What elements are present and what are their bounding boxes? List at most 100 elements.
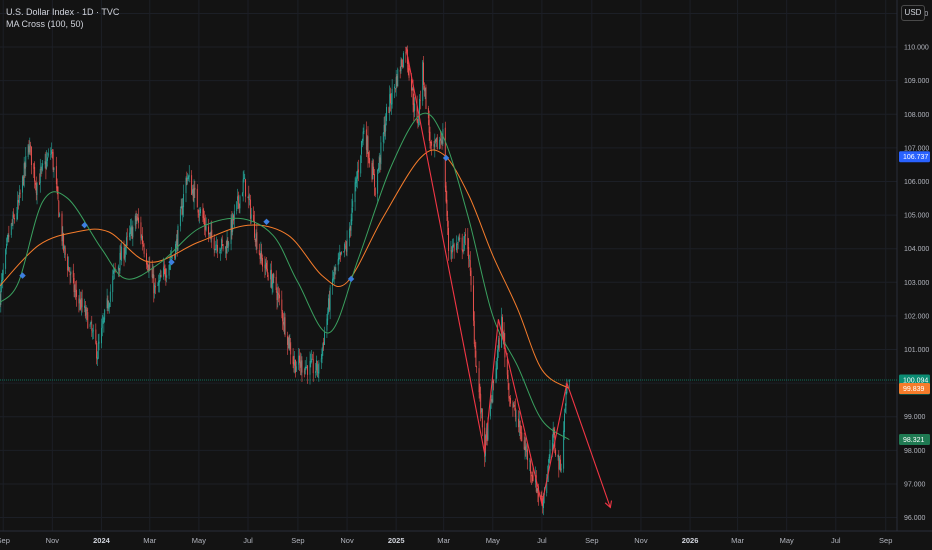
candle-body [414, 104, 416, 111]
candle-body [194, 187, 196, 190]
candle-body [52, 152, 54, 170]
candle-body [182, 205, 184, 215]
candle-body [357, 170, 358, 179]
time-axis[interactable]: Sep Nov 2024 Mar May Jul Sep Nov 2025 Mar May Jul Se… [0, 536, 892, 545]
candle-body [147, 268, 149, 271]
indicator-label[interactable]: MA Cross (100, 50) [6, 19, 84, 29]
candle-body [227, 240, 229, 245]
candle-body [423, 62, 424, 85]
ma-cross-marker [442, 154, 450, 162]
candle-body [197, 209, 199, 213]
candle-body [339, 253, 341, 257]
candle-body [463, 244, 465, 250]
candle-body [311, 358, 313, 363]
candle-body [215, 244, 217, 251]
candle-body [520, 432, 522, 434]
candle-body [27, 144, 29, 157]
candle-body [34, 182, 36, 185]
candle-body [366, 137, 368, 151]
candle-body [69, 273, 71, 276]
candle-body [412, 88, 414, 105]
candle-body [333, 269, 335, 277]
candle-body [385, 122, 387, 132]
candle-body [282, 321, 284, 325]
candle-body [117, 266, 119, 271]
candle-body [118, 268, 120, 269]
candle-body [377, 167, 379, 171]
candle-body [546, 477, 548, 494]
candle-body [515, 417, 517, 419]
symbol-title[interactable]: U.S. Dollar Index · 1D · TVC [6, 7, 120, 17]
candle-body [542, 503, 544, 507]
candle-body [419, 100, 421, 101]
currency-button[interactable]: USD [901, 5, 925, 21]
candle-body [278, 293, 280, 295]
candle-body [181, 206, 183, 215]
candle-body [192, 188, 194, 201]
candle-body [208, 232, 210, 235]
candle-body [55, 166, 57, 185]
candle-body [168, 264, 170, 276]
candle-body [210, 231, 212, 236]
candle-body [242, 179, 244, 193]
candle-body [97, 343, 99, 359]
candle-body [293, 362, 295, 366]
time-tick-label: 2025 [388, 536, 405, 545]
candle-body [540, 495, 542, 498]
candle-body [552, 427, 554, 442]
ma-cross-marker [347, 275, 355, 283]
candle-body [261, 252, 263, 259]
candle-body [568, 379, 570, 382]
candle-body [220, 249, 222, 252]
candle-body [158, 279, 160, 283]
candle-body [489, 401, 491, 417]
candle-body [146, 253, 147, 265]
candle-body [352, 200, 354, 207]
time-tick-label: May [192, 536, 206, 545]
candle-body [538, 493, 540, 497]
candle-body [34, 166, 36, 182]
price-tick-label: 103.000 [904, 280, 929, 287]
candle-body [287, 337, 289, 345]
candle-body [12, 215, 14, 226]
candle-body [114, 268, 116, 269]
candle-body [555, 449, 557, 456]
candle-body [283, 318, 285, 327]
candle-body [345, 246, 347, 251]
candle-body [135, 216, 137, 222]
candle-body [467, 237, 469, 249]
candle-body [300, 360, 302, 367]
candle-body [397, 69, 399, 87]
candle-body [183, 194, 185, 208]
candle-body [388, 107, 390, 113]
candle-body [202, 209, 204, 218]
trendline-drawing[interactable] [405, 46, 613, 509]
candle-body [91, 324, 93, 331]
candles[interactable] [0, 45, 570, 516]
candle-body [59, 214, 61, 216]
price-tick-label: 109.000 [904, 78, 929, 85]
candle-body [1, 280, 3, 286]
candle-body [102, 321, 104, 323]
candle-body [30, 145, 32, 147]
candle-body [63, 246, 65, 249]
candle-body [74, 291, 76, 292]
price-tick-label: 107.000 [904, 145, 929, 152]
candle-body [14, 217, 15, 220]
candle-body [131, 227, 133, 239]
candle-body [402, 65, 404, 67]
ma-cross-marker [81, 221, 88, 229]
grid-lines [0, 0, 897, 531]
candle-body [42, 163, 44, 166]
candle-body [175, 244, 176, 259]
candle-body [270, 270, 271, 280]
price-tick-label: 108.000 [904, 112, 929, 119]
candle-body [231, 217, 233, 233]
candle-body [260, 250, 262, 261]
candle-body [50, 153, 52, 155]
candle-body [213, 237, 215, 250]
candle-body [394, 88, 396, 90]
candle-body [187, 177, 189, 180]
candle-body [475, 350, 477, 367]
